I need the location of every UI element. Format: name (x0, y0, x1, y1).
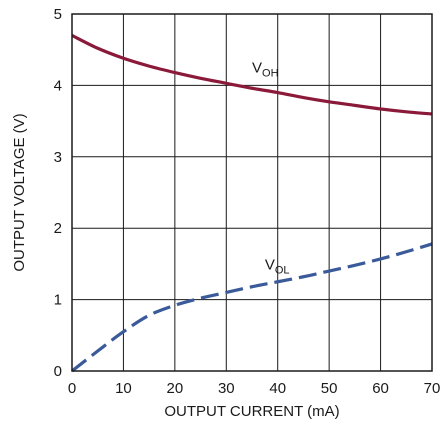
x-tick-label: 0 (68, 380, 76, 397)
y-tick-label: 1 (54, 292, 62, 309)
y-axis-title: OUTPUT VOLTAGE (V) (11, 113, 28, 271)
tick-labels: 0 10 20 30 40 50 60 70 0 1 2 3 4 5 (54, 6, 440, 397)
y-tick-label: 5 (54, 6, 62, 23)
x-axis-title: OUTPUT CURRENT (mA) (164, 403, 339, 420)
y-tick-label: 2 (54, 220, 62, 237)
x-tick-label: 70 (424, 380, 440, 397)
y-tick-label: 3 (54, 149, 62, 166)
x-tick-label: 30 (218, 380, 235, 397)
plot-frame (71, 13, 433, 372)
series-label-ol: VOL (265, 257, 290, 277)
x-tick-label: 40 (269, 380, 286, 397)
x-tick-label: 50 (321, 380, 338, 397)
x-tick-label: 20 (167, 380, 184, 397)
series-labels: VOH VOL (252, 60, 290, 277)
series-line-oh (71, 33, 433, 116)
x-tick-label: 10 (115, 380, 132, 397)
y-tick-label: 0 (54, 363, 62, 380)
series-line-ol (71, 242, 433, 373)
series-label-oh: VOH (252, 60, 279, 80)
x-tick-label: 60 (372, 380, 389, 397)
y-tick-label: 4 (54, 77, 62, 94)
series-layer (71, 33, 433, 373)
